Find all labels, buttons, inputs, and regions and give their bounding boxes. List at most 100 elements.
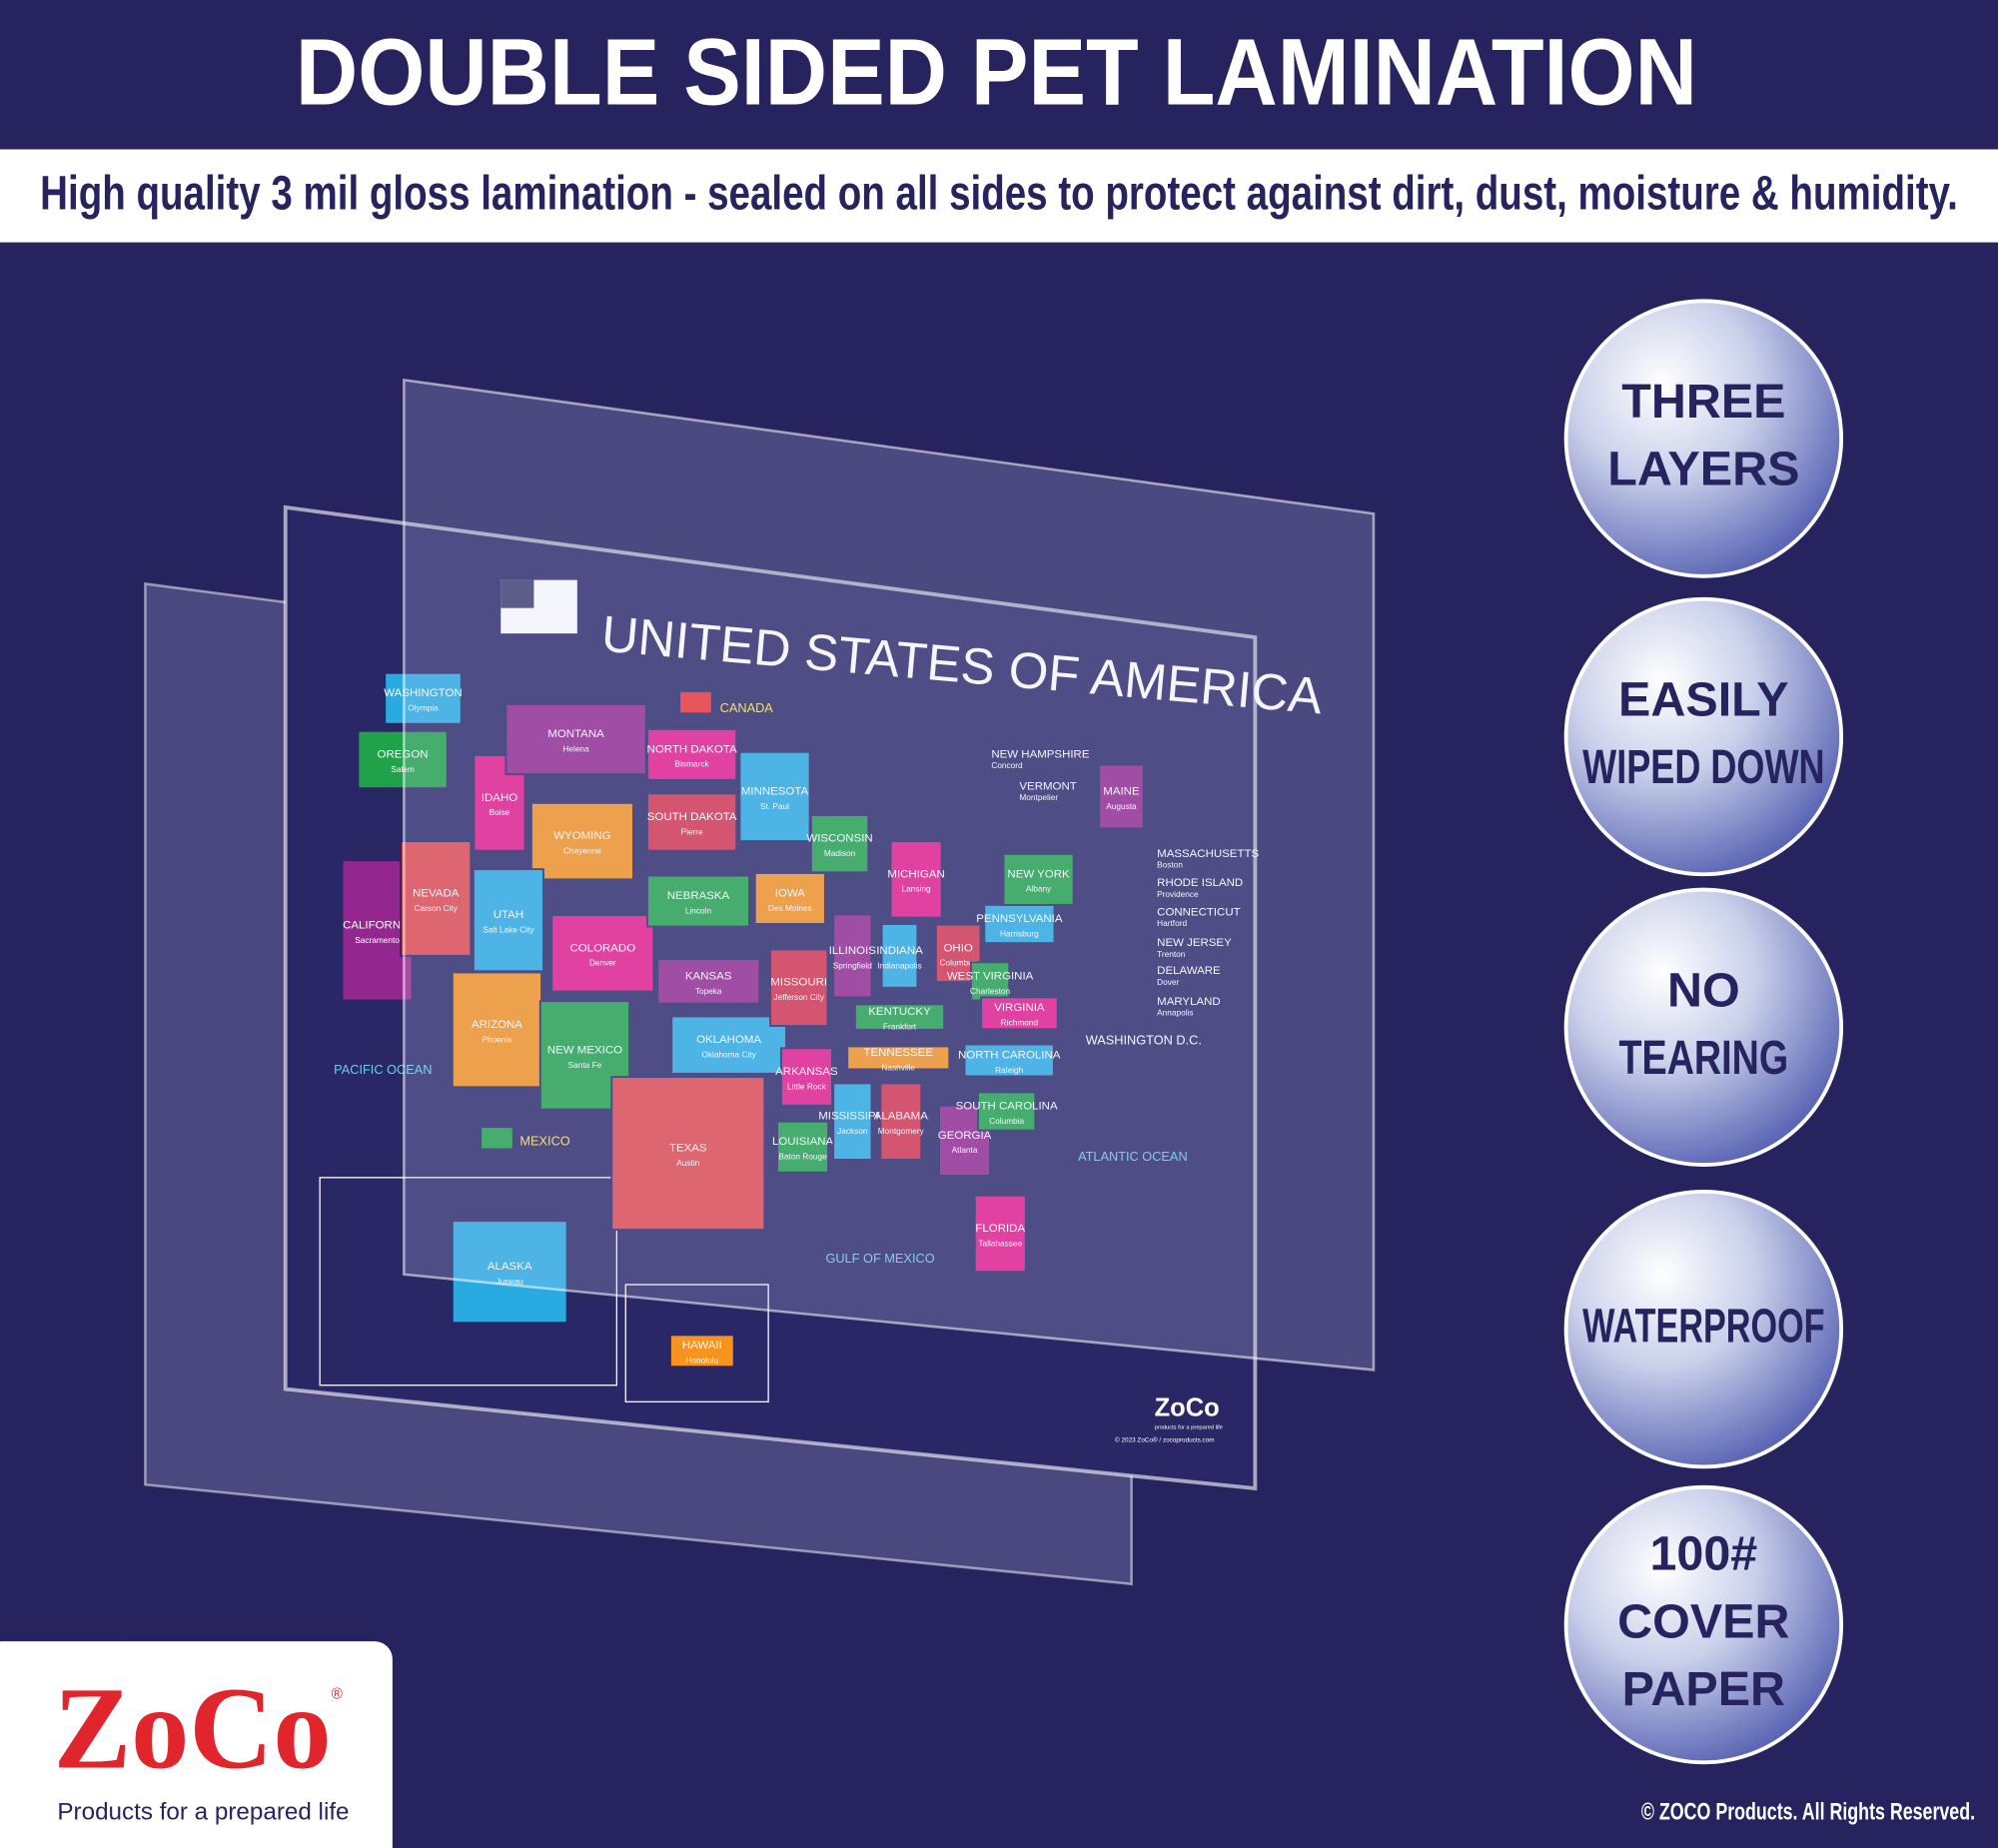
state-capital: Madison (824, 848, 856, 858)
state-name: SOUTH CAROLINA (956, 1100, 1058, 1112)
state-name: MASSACHUSETTS (1157, 848, 1259, 860)
us-flag-canton (500, 579, 534, 608)
mexico-flag (482, 1128, 512, 1149)
feature-bubble (1563, 887, 1844, 1167)
feature-label: EASILY (1618, 672, 1789, 726)
feature-label: NO (1667, 963, 1740, 1017)
feature-label: COVER (1617, 1594, 1789, 1648)
feature-label: THREE (1621, 375, 1785, 429)
state-capital: Charleston (970, 986, 1010, 996)
state-capital: Harrisburg (1000, 928, 1039, 938)
state-name: OREGON (378, 748, 429, 760)
state-name: COLORADO (569, 942, 635, 954)
state-name: NORTH DAKOTA (647, 743, 737, 755)
state-name: MINNESOTA (741, 785, 809, 797)
state-shape (879, 1082, 923, 1161)
feature-bubble (1563, 299, 1844, 578)
state-name: PENNSYLVANIA (976, 913, 1063, 925)
state-name: NORTH CAROLINA (958, 1049, 1061, 1061)
state-capital: Concord (991, 760, 1023, 770)
state-capital: Augusta (1106, 801, 1137, 811)
state-shape (776, 1120, 830, 1174)
state-shape (963, 1043, 1055, 1078)
state-capital: Topeka (695, 986, 722, 996)
logo-registered: ® (332, 1686, 344, 1703)
header-subtitle: High quality 3 mil gloss lamination - se… (40, 166, 1958, 220)
state-name: WISCONSIN (806, 833, 872, 845)
state-name: MARYLAND (1157, 996, 1221, 1008)
state-capital: Springfield (833, 960, 873, 970)
state-name: GEORGIA (938, 1130, 992, 1142)
state-shape (969, 961, 1011, 1002)
state-capital: Salt Lake City (483, 925, 534, 935)
state-name: MAINE (1103, 785, 1140, 797)
state-shape (880, 923, 919, 989)
map-copyright: © 2023 ZoCo® / zocoproducts.com (1115, 1435, 1215, 1443)
state-name: KENTUCKY (868, 1006, 931, 1018)
state-capital: Albany (1026, 884, 1052, 894)
logo-brand: ZoCo (54, 1664, 332, 1794)
state-shape (610, 1076, 766, 1232)
map: UNITED STATES OF AMERICA CANADA MEXICO P… (319, 579, 1325, 1443)
state-name: WYOMING (553, 830, 610, 842)
front-sheet (403, 378, 1376, 1372)
map-brand: ZoCo (1155, 1394, 1220, 1422)
state-capital: Lansing (902, 884, 931, 894)
state-name: OHIO (944, 942, 973, 954)
state-shape (769, 948, 829, 1027)
state-capital: Bismarck (675, 759, 710, 769)
state-name: CALIFORNIA (343, 919, 412, 931)
state-capital: Des Moines (768, 903, 812, 913)
header-bar (0, 0, 1998, 150)
state-shape (646, 727, 738, 781)
state-capital: Oklahoma City (701, 1050, 756, 1060)
alaska-inset (319, 1177, 617, 1386)
state-name: UTAH (494, 909, 523, 921)
state-name: MISSOURI (770, 977, 827, 989)
state-capital: Austin (676, 1158, 699, 1168)
state-capital: Nashville (881, 1062, 915, 1072)
state-name: MISSISSIPPI (818, 1111, 886, 1123)
state-capital: Montpelier (1019, 792, 1058, 802)
state-name: KANSAS (685, 970, 732, 982)
state-shape (670, 1015, 787, 1075)
state-name: WEST VIRGINIA (947, 970, 1034, 982)
feature-bubble (1563, 1484, 1844, 1765)
canada-flag (680, 691, 711, 713)
state-capital: Providence (1157, 889, 1199, 899)
state-name: LOUISIANA (772, 1136, 834, 1148)
state-name: IDAHO (482, 792, 517, 804)
state-shape (832, 1082, 873, 1161)
state-shape (809, 813, 870, 874)
state-name: NEBRASKA (667, 890, 730, 902)
state-capital: Little Rock (787, 1081, 827, 1091)
state-name: NEVADA (413, 887, 460, 899)
state-name: VIRGINIA (994, 1002, 1045, 1014)
state-name: SOUTH DAKOTA (647, 811, 737, 823)
mexico-label: MEXICO (519, 1133, 569, 1148)
feature-label: PAPER (1622, 1662, 1785, 1716)
state-name: HAWAII (682, 1340, 722, 1352)
state-name: CONNECTICUT (1157, 907, 1240, 919)
state-name: IOWA (775, 887, 806, 899)
pacific-label: PACIFIC OCEAN (334, 1062, 432, 1077)
atlantic-label: ATLANTIC OCEAN (1078, 1149, 1188, 1164)
state-shape (1098, 763, 1145, 830)
state-capital: Montgomery (878, 1126, 925, 1136)
state-capital: Boston (1157, 860, 1183, 870)
state-capital: Annapolis (1157, 1007, 1193, 1017)
feature-label: TEARING (1619, 1031, 1789, 1085)
state-name: ARIZONA (472, 1019, 522, 1031)
state-shape (550, 914, 655, 993)
state-capital: Richmond (1001, 1018, 1039, 1028)
state-capital: Olympia (408, 703, 439, 713)
state-shape (973, 1194, 1027, 1274)
feature-label: 100# (1649, 1527, 1757, 1581)
state-shape (384, 671, 463, 725)
state-capital: Denver (589, 958, 616, 968)
state-capital: Jackson (837, 1126, 868, 1136)
state-capital: Santa Fe (568, 1060, 602, 1070)
state-shape (656, 958, 761, 1005)
state-capital: Baton Rouge (778, 1152, 827, 1162)
